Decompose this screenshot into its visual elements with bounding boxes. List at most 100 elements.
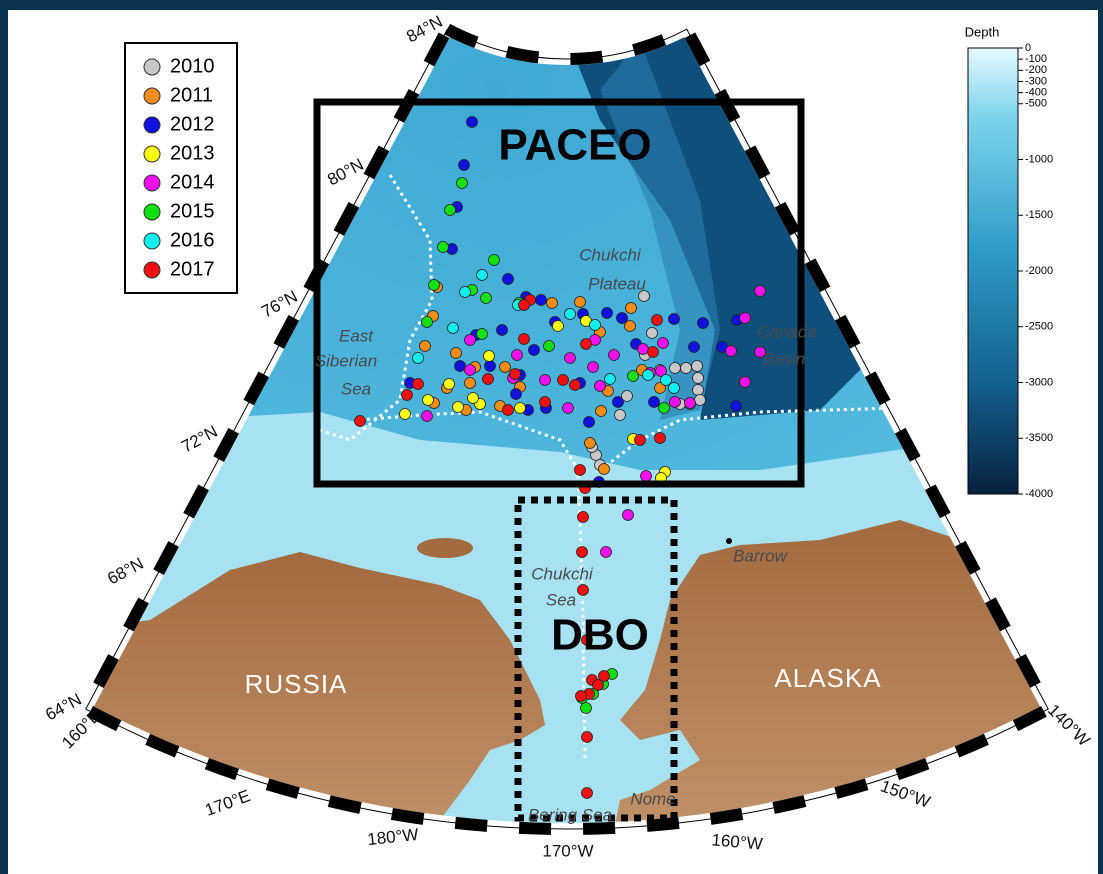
station (445, 205, 456, 216)
place-label: Sea (546, 590, 576, 609)
country-label: RUSSIA (245, 669, 348, 699)
station (641, 471, 652, 482)
station (510, 369, 521, 380)
station (400, 409, 411, 420)
legend-swatch (144, 204, 160, 220)
country-label: ALASKA (774, 663, 881, 693)
station (497, 325, 508, 336)
station (581, 703, 592, 714)
station (511, 389, 522, 400)
station (577, 547, 588, 558)
station (609, 350, 620, 361)
station (455, 361, 466, 372)
legend-label: 2013 (170, 142, 215, 164)
legend-label: 2016 (170, 229, 215, 251)
place-label: Bering Sea (528, 805, 612, 824)
station (698, 318, 709, 329)
dbo-label: DBO (551, 611, 649, 660)
station (465, 378, 476, 389)
legend-swatch (144, 262, 160, 278)
station (576, 691, 587, 702)
station (588, 362, 599, 373)
place-label: Nome (630, 789, 675, 808)
station (544, 341, 555, 352)
colorbar-tick-label: -2000 (1025, 265, 1053, 277)
station (519, 300, 530, 311)
station (578, 512, 589, 523)
colorbar-tick-label: -500 (1025, 98, 1047, 110)
station (457, 178, 468, 189)
station (740, 313, 751, 324)
legend-swatch (144, 88, 160, 104)
colorbar-title: Depth (965, 24, 1000, 39)
station (740, 377, 751, 388)
longitude-label: 170°W (542, 841, 593, 860)
station (420, 341, 431, 352)
station (467, 117, 478, 128)
station (429, 280, 440, 291)
station (613, 397, 624, 408)
station (578, 585, 589, 596)
island (417, 538, 473, 558)
legend-swatch (144, 146, 160, 162)
legend-label: 2015 (170, 200, 215, 222)
station (422, 317, 433, 328)
place-label: Chukchi (531, 564, 594, 583)
station (536, 295, 547, 306)
station (529, 345, 540, 356)
station (465, 335, 476, 346)
station (669, 314, 680, 325)
place-label: Canada (757, 322, 817, 341)
station (590, 320, 601, 331)
station (670, 397, 681, 408)
station (553, 321, 564, 332)
paceo-label: PACEO (498, 121, 651, 170)
place-label: Chukchi (579, 245, 642, 264)
station (484, 351, 495, 362)
station (465, 365, 476, 376)
station (652, 315, 663, 326)
station (617, 313, 628, 324)
station (575, 465, 586, 476)
station (515, 403, 526, 414)
station (503, 274, 514, 285)
colorbar (968, 48, 1018, 494)
station (448, 323, 459, 334)
station (413, 379, 424, 390)
legend-swatch (144, 175, 160, 191)
legend-label: 2014 (170, 171, 215, 193)
station (692, 361, 703, 372)
station (451, 348, 462, 359)
station (647, 328, 658, 339)
station (444, 379, 455, 390)
station (481, 293, 492, 304)
station (565, 353, 576, 364)
legend-swatch (144, 233, 160, 249)
station (459, 160, 470, 171)
station (695, 395, 706, 406)
legend-box (125, 43, 237, 293)
station (605, 374, 616, 385)
station (485, 361, 496, 372)
map-figure: PACEO DBO RUSSIA ALASKA ChukchiPlateauEa… (0, 0, 1103, 874)
station (483, 374, 494, 385)
station (681, 363, 692, 374)
station (582, 732, 593, 743)
station (669, 383, 680, 394)
colorbar-tick-label: -2500 (1025, 321, 1053, 333)
station (547, 298, 558, 309)
legend-label: 2017 (170, 258, 215, 280)
station (581, 339, 592, 350)
station (596, 406, 607, 417)
station (477, 329, 488, 340)
station (422, 411, 433, 422)
colorbar-tick-label: -3500 (1025, 432, 1053, 444)
place-label: Sea (341, 379, 371, 398)
station (626, 303, 637, 314)
station (582, 788, 593, 799)
station (685, 398, 696, 409)
legend-label: 2011 (170, 84, 213, 106)
station (575, 297, 586, 308)
station (558, 375, 569, 386)
station (585, 438, 596, 449)
